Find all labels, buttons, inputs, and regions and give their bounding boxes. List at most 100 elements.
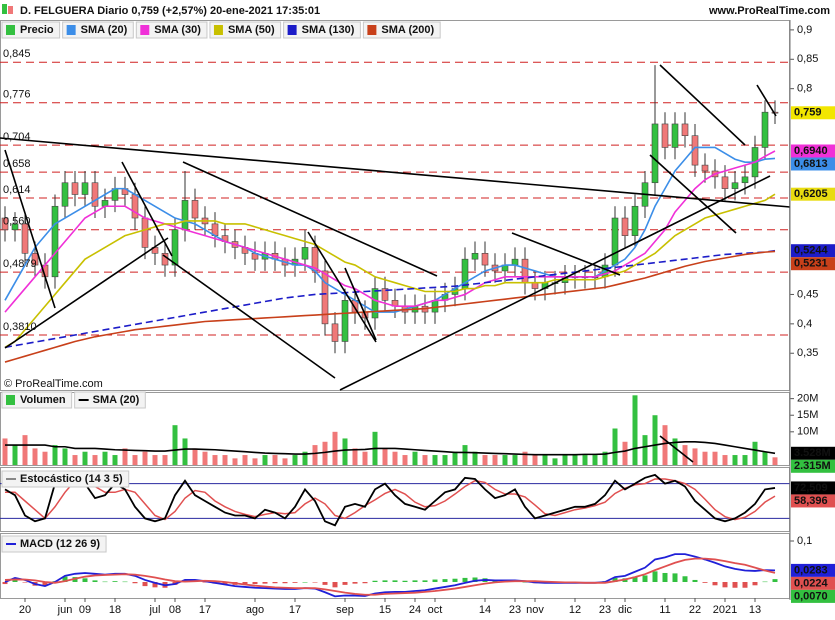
histogram-bar — [732, 582, 738, 588]
histogram-bar — [752, 582, 758, 586]
overlay-layer: 0,845 0,776 0,704 0,658 0,614 0,560 0,4879 0,38… — [1, 20, 835, 616]
x-tick-label: 18 — [109, 604, 121, 616]
histogram-bar — [142, 582, 148, 587]
legend-box — [1, 535, 107, 553]
volume-bar — [532, 455, 538, 465]
histogram-bar — [322, 582, 328, 585]
x-tick-label: 12 — [569, 604, 581, 616]
candle-body — [671, 123, 679, 148]
histogram-bar — [652, 571, 658, 583]
volume-bar — [92, 455, 98, 465]
histogram-bar — [292, 582, 298, 583]
title-icon — [8, 6, 13, 14]
trendline — [649, 154, 737, 234]
last-value-box — [791, 446, 835, 460]
volume-bar — [72, 455, 78, 465]
histogram-bar — [242, 582, 248, 585]
volume-bar — [502, 455, 508, 465]
histogram-bar — [642, 575, 648, 583]
legend-label: SMA (50) — [228, 24, 275, 36]
trendlines — [0, 64, 791, 463]
legend-box — [74, 391, 146, 409]
histogram-bar — [712, 582, 718, 586]
histogram-bar — [412, 580, 418, 583]
histogram-bar — [252, 582, 258, 585]
volume-bar — [692, 448, 698, 465]
histogram-bar — [222, 582, 228, 585]
candle-body — [381, 288, 389, 301]
histogram-bar — [742, 582, 748, 588]
candle-body — [61, 182, 69, 207]
trendline — [121, 161, 173, 257]
histogram-bar — [682, 576, 688, 583]
last-value-label: 0,6205 — [794, 188, 828, 200]
trendline — [4, 149, 56, 309]
y-tick-label: 0,45 — [797, 288, 818, 300]
x-tick-label: jul — [148, 604, 160, 616]
histogram-bar — [262, 582, 268, 584]
volume-bar — [642, 435, 648, 465]
histogram-bar — [42, 582, 48, 587]
last-value-box — [791, 157, 835, 171]
histogram-bar — [462, 577, 468, 583]
candle-body — [11, 223, 19, 231]
candle-body — [51, 205, 59, 278]
histogram-bar — [122, 581, 128, 583]
histogram-bar — [382, 580, 388, 583]
trendline — [162, 254, 336, 379]
volume-bar — [722, 455, 728, 465]
chart-title: D. FELGUERA Diario 0,759 (+2,57%) 20-ene… — [20, 5, 320, 17]
last-value-label: 0,0070 — [794, 590, 828, 602]
volume-bar — [602, 451, 608, 465]
histogram-bar — [12, 580, 18, 583]
volume-bar — [422, 455, 428, 465]
trendline — [756, 84, 777, 117]
last-value-box — [791, 563, 835, 577]
volume-bar — [542, 455, 548, 465]
candle-body — [81, 182, 89, 195]
line-series — [4, 193, 776, 349]
last-value-box — [791, 494, 835, 508]
last-value-label: 0,5231 — [794, 258, 828, 270]
x-tick-label: dic — [618, 604, 633, 616]
x-tick-label: oct — [428, 604, 443, 616]
legend-box — [283, 21, 361, 39]
trendline — [0, 137, 791, 208]
volume-bar — [672, 438, 678, 465]
histogram-bar — [432, 579, 438, 583]
legend-box — [135, 21, 208, 39]
volume-bar — [342, 438, 348, 465]
histogram-bar — [372, 580, 378, 583]
volume-bar — [452, 451, 458, 465]
level-label: 0,614 — [3, 184, 31, 196]
candle-body — [171, 229, 179, 266]
last-value-box — [791, 576, 835, 590]
volume-bar — [432, 455, 438, 465]
x-tick-label: jun — [57, 604, 73, 616]
last-value-box — [791, 106, 835, 120]
line-series — [4, 146, 776, 313]
candle-body — [71, 182, 79, 195]
volume-bar — [492, 455, 498, 465]
histogram-bar — [632, 576, 638, 583]
legend-label: SMA (20) — [93, 394, 140, 406]
line-series — [5, 440, 776, 456]
x-tick-label: 14 — [479, 604, 491, 616]
candle-body — [331, 323, 339, 342]
volume-bar — [252, 458, 258, 465]
histogram-bar — [202, 582, 208, 583]
volume-bar — [162, 455, 168, 465]
legend-swatch — [287, 25, 297, 35]
volume-bar — [752, 441, 758, 465]
histogram-bar — [132, 582, 138, 584]
histogram-bar — [702, 582, 708, 583]
y-tick-label: 0,9 — [797, 24, 812, 36]
volume-bar — [102, 451, 108, 465]
volume-bar — [42, 451, 48, 465]
trendline — [4, 237, 169, 349]
x-tick-label: 22 — [689, 604, 701, 616]
candle-body — [141, 217, 149, 248]
volume-bar — [112, 455, 118, 465]
x-tick-label: 23 — [509, 604, 521, 616]
histogram-bar — [762, 581, 768, 583]
